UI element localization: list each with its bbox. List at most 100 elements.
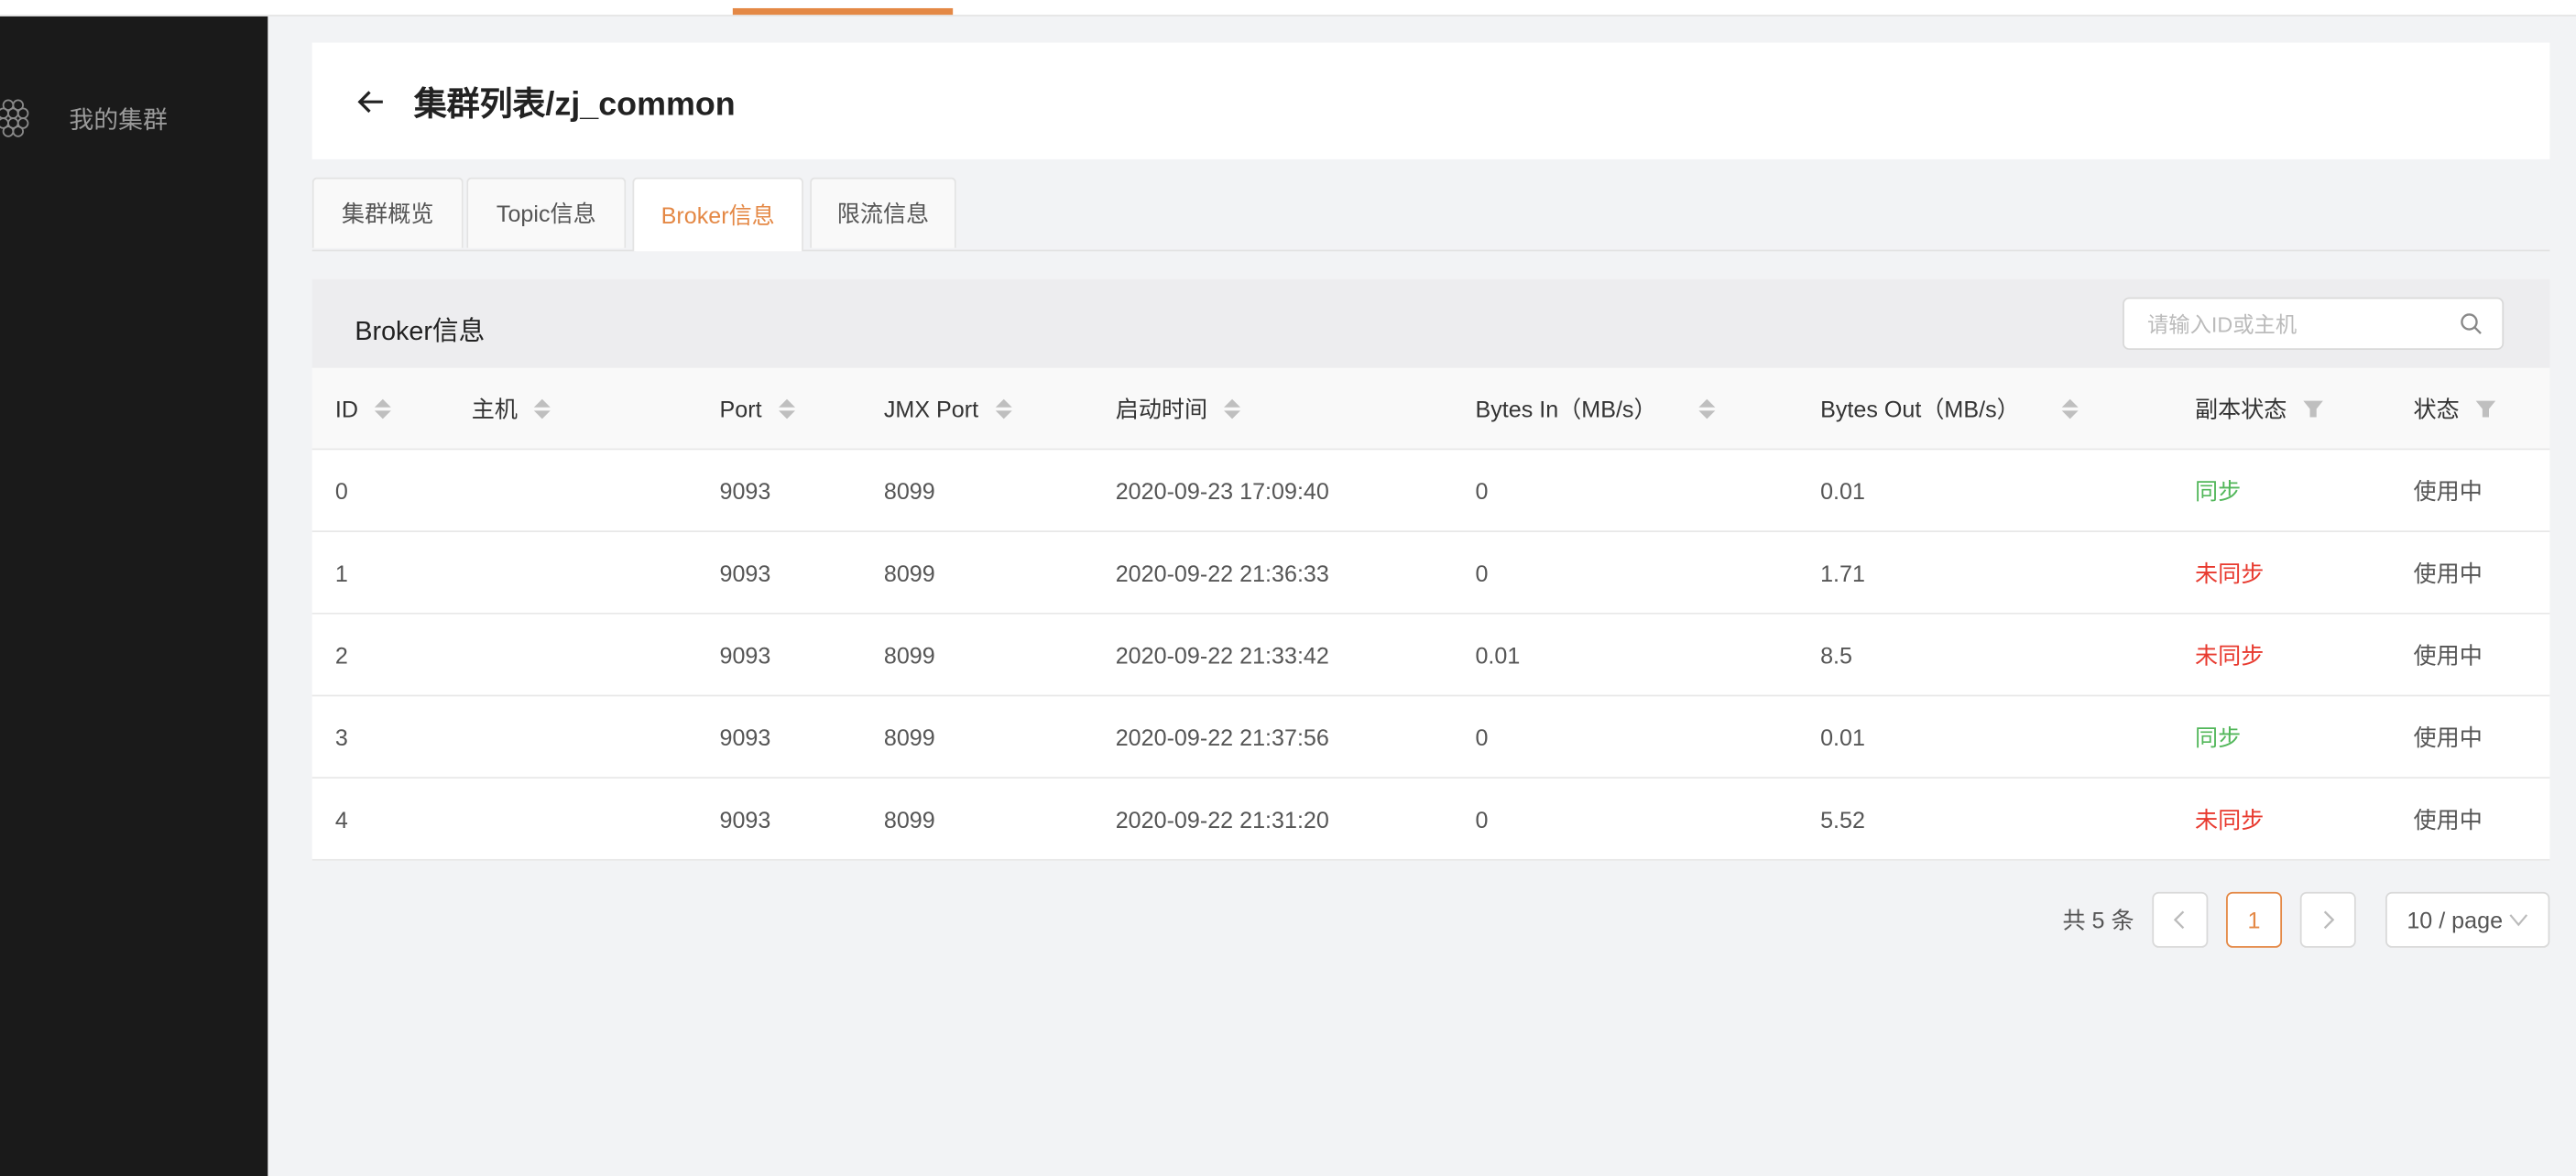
active-nav-indicator — [732, 7, 954, 16]
page-header: 集群列表/zj_common — [311, 42, 2550, 159]
search-input[interactable] — [2144, 310, 2460, 338]
cell-replica-status: 同步 — [2194, 723, 2242, 750]
search-icon[interactable] — [2460, 312, 2483, 335]
cell-jmx-port: 8099 — [883, 559, 935, 586]
column-header-replica-status[interactable]: 副本状态 — [2195, 368, 2323, 449]
cell-jmx-port: 8099 — [883, 805, 935, 833]
column-header-id[interactable]: ID — [335, 368, 391, 449]
table-body: 0 9093 8099 2020-09-23 17:09:40 0 0.01 同步 使用中 1 9… — [311, 450, 2550, 861]
cell-replica-status: 未同步 — [2194, 641, 2265, 669]
cell-start-time: 2020-09-22 21:31:20 — [1115, 805, 1329, 833]
column-header-label: Bytes Out（MB/s） — [1820, 395, 2020, 422]
filter-icon[interactable] — [2303, 398, 2323, 419]
cell-bytes-out: 1.71 — [1820, 559, 1865, 586]
tab-rate-limit-info[interactable]: 限流信息 — [810, 177, 956, 248]
sidebar-item-my-clusters[interactable]: 我的集群 — [0, 99, 168, 138]
search-box[interactable] — [2123, 297, 2505, 350]
cell-replica-status: 同步 — [2194, 476, 2242, 504]
total-count: 共 5 条 — [2062, 906, 2134, 933]
column-header-label: 状态 — [2413, 395, 2460, 422]
sort-icon[interactable] — [778, 397, 795, 419]
cell-start-time: 2020-09-23 17:09:40 — [1115, 476, 1329, 504]
table-row: 2 9093 8099 2020-09-22 21:33:42 0.01 8.5 未同步 使用… — [311, 614, 2550, 697]
column-header-bytes-out[interactable]: Bytes Out（MB/s） — [1820, 368, 2079, 449]
cell-port: 9093 — [719, 723, 771, 750]
cell-start-time: 2020-09-22 21:33:42 — [1115, 641, 1329, 669]
back-arrow-icon[interactable] — [355, 84, 387, 117]
filter-icon[interactable] — [2475, 398, 2496, 419]
cell-bytes-in: 0 — [1475, 559, 1489, 586]
cell-port: 9093 — [719, 641, 771, 669]
card-title: Broker信息 — [355, 318, 486, 347]
sort-icon[interactable] — [533, 397, 551, 419]
cell-start-time: 2020-09-22 21:36:33 — [1115, 559, 1329, 586]
cluster-hexagon-icon — [0, 99, 29, 137]
page-size-select[interactable]: 10 / page — [2385, 891, 2550, 948]
table-row: 3 9093 8099 2020-09-22 21:37:56 0 0.01 同步 使用中 — [311, 696, 2550, 779]
sort-icon[interactable] — [2062, 397, 2079, 419]
table-row: 1 9093 8099 2020-09-22 21:36:33 0 1.71 未同步 使用中 — [311, 532, 2550, 615]
cell-port: 9093 — [719, 805, 771, 833]
column-header-status[interactable]: 状态 — [2414, 368, 2496, 449]
cell-bytes-out: 0.01 — [1820, 476, 1865, 504]
table-header: ID 主机 Port JMX Port 启动时间 Bytes In（MB/s） Bytes … — [311, 367, 2550, 451]
sidebar: 我的集群 — [0, 16, 268, 1176]
column-header-host[interactable]: 主机 — [472, 368, 551, 449]
chevron-down-icon — [2510, 914, 2528, 927]
pagination: 共 5 条 1 10 / page — [2062, 891, 2550, 948]
page-button-current[interactable]: 1 — [2226, 891, 2283, 948]
sort-icon[interactable] — [374, 397, 391, 419]
broker-card: Broker信息 ID 主机 Port JMX Port 启动时间 Bytes In（MB… — [311, 278, 2550, 861]
sidebar-item-label: 我的集群 — [69, 105, 168, 135]
tab-bar: 集群概览 Topic信息 Broker信息 限流信息 — [311, 177, 2550, 252]
prev-page-button[interactable] — [2152, 891, 2209, 948]
cell-start-time: 2020-09-22 21:37:56 — [1115, 723, 1329, 750]
cell-port: 9093 — [719, 476, 771, 504]
column-header-label: 副本状态 — [2194, 395, 2287, 422]
page-size-value: 10 / page — [2407, 906, 2504, 933]
table-row: 4 9093 8099 2020-09-22 21:31:20 0 5.52 未同步 使用中 — [311, 779, 2550, 861]
chevron-right-icon — [2323, 910, 2335, 930]
cell-bytes-in: 0.01 — [1475, 641, 1521, 669]
column-header-label: JMX Port — [883, 395, 979, 422]
cell-status: 使用中 — [2413, 476, 2483, 504]
column-header-jmx-port[interactable]: JMX Port — [884, 368, 1011, 449]
cell-bytes-out: 5.52 — [1820, 805, 1865, 833]
top-nav-bar — [0, 0, 2576, 16]
column-header-bytes-in[interactable]: Bytes In（MB/s） — [1475, 368, 1717, 449]
cell-replica-status: 未同步 — [2194, 559, 2265, 586]
cell-id: 4 — [334, 805, 348, 833]
cell-jmx-port: 8099 — [883, 723, 935, 750]
cell-status: 使用中 — [2413, 723, 2483, 750]
sort-icon[interactable] — [1699, 397, 1717, 419]
column-header-port[interactable]: Port — [720, 368, 795, 449]
cell-id: 1 — [334, 559, 348, 586]
next-page-button[interactable] — [2299, 891, 2356, 948]
tab-broker-info[interactable]: Broker信息 — [632, 177, 803, 252]
cell-jmx-port: 8099 — [883, 476, 935, 504]
cell-jmx-port: 8099 — [883, 641, 935, 669]
column-header-label: Port — [719, 395, 762, 422]
cell-port: 9093 — [719, 559, 771, 586]
cell-id: 2 — [334, 641, 348, 669]
cell-status: 使用中 — [2413, 641, 2483, 669]
table-row: 0 9093 8099 2020-09-23 17:09:40 0 0.01 同步 使用中 — [311, 450, 2550, 533]
cell-replica-status: 未同步 — [2194, 805, 2265, 833]
column-header-start-time[interactable]: 启动时间 — [1116, 368, 1241, 449]
column-header-label: 主机 — [471, 395, 518, 422]
sort-icon[interactable] — [1224, 397, 1241, 419]
tab-topic-info[interactable]: Topic信息 — [466, 177, 627, 248]
card-header: Broker信息 — [311, 278, 2550, 368]
cell-bytes-in: 0 — [1475, 476, 1489, 504]
cell-bytes-out: 0.01 — [1820, 723, 1865, 750]
sort-icon[interactable] — [995, 397, 1011, 419]
chevron-left-icon — [2173, 910, 2185, 930]
cell-bytes-out: 8.5 — [1820, 641, 1853, 669]
tab-cluster-overview[interactable]: 集群概览 — [311, 177, 464, 248]
column-header-label: ID — [334, 395, 358, 422]
cell-bytes-in: 0 — [1475, 805, 1489, 833]
cell-status: 使用中 — [2413, 559, 2483, 586]
cell-bytes-in: 0 — [1475, 723, 1489, 750]
page-title: 集群列表/zj_common — [413, 87, 736, 124]
